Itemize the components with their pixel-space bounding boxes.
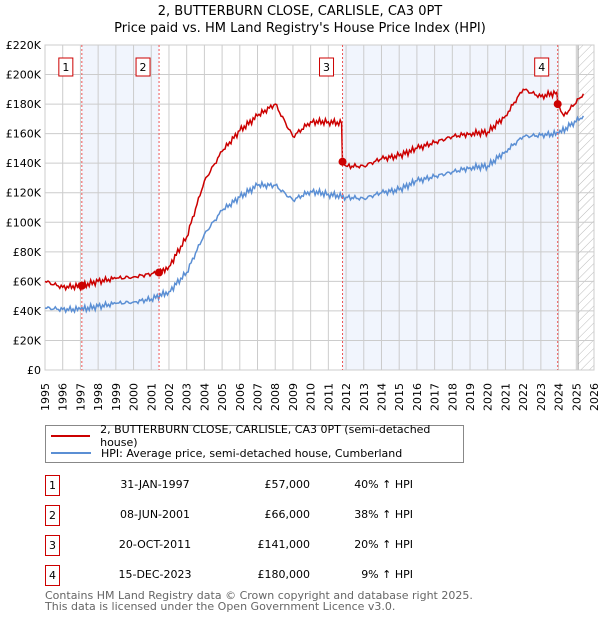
chart-subtitle: Price paid vs. HM Land Registry's House … xyxy=(114,21,486,36)
x-tick-label: 2007 xyxy=(252,383,265,411)
x-tick-label: 2000 xyxy=(128,383,141,411)
sale-price: £57,000 xyxy=(264,478,311,491)
x-tick-label: 2009 xyxy=(287,383,300,411)
y-tick-label: £60K xyxy=(13,275,42,288)
x-tick-label: 2016 xyxy=(411,383,424,411)
x-tick-label: 2001 xyxy=(145,383,158,411)
legend-item-hpi: HPI: Average price, semi-detached house,… xyxy=(46,445,402,461)
sale-label: 2 xyxy=(140,61,147,74)
sale-label-box xyxy=(135,57,151,77)
sale-hpi-diff: 40% ↑ HPI xyxy=(354,478,413,491)
footer-line: This data is licensed under the Open Gov… xyxy=(45,600,396,613)
sale-price: £141,000 xyxy=(257,538,311,551)
y-tick-label: £120K xyxy=(6,187,42,200)
legend-swatch xyxy=(51,435,91,437)
sale-point xyxy=(553,100,562,109)
x-tick-label: 2005 xyxy=(216,383,229,411)
hpi-line xyxy=(44,115,585,315)
sale-number: 4 xyxy=(45,565,60,586)
shaded-range xyxy=(81,45,160,370)
y-tick-label: £0 xyxy=(27,364,41,377)
sale-number: 2 xyxy=(45,505,60,526)
x-tick-label: 2013 xyxy=(358,383,371,411)
legend-label: HPI: Average price, semi-detached house,… xyxy=(101,446,403,460)
x-tick-label: 2014 xyxy=(375,383,388,411)
x-tick-label: 2010 xyxy=(305,383,318,411)
footer: Contains HM Land Registry data © Crown c… xyxy=(45,590,473,612)
x-tick-label: 2025 xyxy=(570,383,583,411)
sale-label-box xyxy=(319,57,335,77)
sale-label-box xyxy=(534,57,550,77)
sale-row: 4 15-DEC-2023 £180,000 9% ↑ HPI xyxy=(45,565,465,586)
sale-label: 3 xyxy=(323,61,330,74)
x-tick-label: 1996 xyxy=(57,383,70,411)
sale-point xyxy=(77,281,86,290)
x-tick-label: 2018 xyxy=(446,383,459,411)
sale-number: 1 xyxy=(45,475,60,496)
x-tick-label: 2020 xyxy=(482,383,495,411)
sale-date: 15-DEC-2023 xyxy=(118,568,192,581)
sale-hpi-diff: 9% ↑ HPI xyxy=(361,568,413,581)
x-tick-label: 2024 xyxy=(553,383,566,411)
sale-row: 2 08-JUN-2001 £66,000 38% ↑ HPI xyxy=(45,505,465,526)
forecast-hatch xyxy=(578,45,594,370)
x-tick-label: 2004 xyxy=(198,383,211,411)
sale-price: £180,000 xyxy=(257,568,311,581)
sale-point xyxy=(338,157,347,166)
x-tick-label: 2006 xyxy=(234,383,247,411)
sale-row: 1 31-JAN-1997 £57,000 40% ↑ HPI xyxy=(45,475,465,496)
x-tick-label: 2015 xyxy=(393,383,406,411)
property-price-line xyxy=(44,88,585,292)
y-tick-label: £100K xyxy=(6,216,42,229)
sale-price: £66,000 xyxy=(264,508,311,521)
sale-label: 1 xyxy=(62,61,69,74)
x-tick-label: 2026 xyxy=(588,383,600,411)
sale-number: 3 xyxy=(45,535,60,556)
y-tick-label: £200K xyxy=(6,69,42,82)
plot-border xyxy=(44,44,595,371)
y-tick-label: £80K xyxy=(13,246,42,259)
y-tick-label: £180K xyxy=(6,98,42,111)
y-tick-label: £220K xyxy=(6,39,42,52)
sale-date: 20-OCT-2011 xyxy=(118,538,192,551)
x-tick-label: 2003 xyxy=(181,383,194,411)
x-tick-label: 2019 xyxy=(464,383,477,411)
sale-row: 3 20-OCT-2011 £141,000 20% ↑ HPI xyxy=(45,535,465,556)
x-tick-label: 2011 xyxy=(322,383,335,411)
legend-item-property: 2, BUTTERBURN CLOSE, CARLISLE, CA3 0PT (… xyxy=(46,423,463,449)
y-tick-label: £140K xyxy=(6,157,42,170)
sale-date: 31-JAN-1997 xyxy=(120,478,190,491)
sale-point xyxy=(155,268,164,277)
chart-title: 2, BUTTERBURN CLOSE, CARLISLE, CA3 0PT xyxy=(157,4,443,19)
x-tick-label: 1999 xyxy=(110,383,123,411)
legend-label: 2, BUTTERBURN CLOSE, CARLISLE, CA3 0PT (… xyxy=(100,423,431,449)
x-tick-label: 1998 xyxy=(92,383,105,411)
x-tick-label: 2023 xyxy=(535,383,548,411)
legend-swatch xyxy=(51,452,91,454)
sale-hpi-diff: 38% ↑ HPI xyxy=(354,508,413,521)
footer-line: Contains HM Land Registry data © Crown c… xyxy=(45,589,473,602)
y-tick-label: £20K xyxy=(13,334,42,347)
x-tick-label: 1997 xyxy=(74,383,87,411)
sale-label: 4 xyxy=(538,61,545,74)
plot-area: 1995 1996 1997 1998 1999 2000 2001 2002 2003 2004… xyxy=(6,39,600,411)
y-tick-label: £40K xyxy=(13,305,42,318)
x-tick-label: 2021 xyxy=(499,383,512,411)
x-tick-label: 2008 xyxy=(269,383,282,411)
sale-label-box xyxy=(58,57,74,77)
x-tick-label: 2022 xyxy=(517,383,530,411)
sale-date: 08-JUN-2001 xyxy=(119,508,191,521)
x-tick-label: 1995 xyxy=(39,383,52,411)
x-tick-label: 2012 xyxy=(340,383,353,411)
x-tick-label: 2002 xyxy=(163,383,176,411)
x-tick-label: 2017 xyxy=(429,383,442,411)
legend: 2, BUTTERBURN CLOSE, CARLISLE, CA3 0PT (… xyxy=(45,423,464,463)
y-tick-label: £160K xyxy=(6,128,42,141)
shaded-range xyxy=(342,45,558,370)
sale-hpi-diff: 20% ↑ HPI xyxy=(354,538,413,551)
